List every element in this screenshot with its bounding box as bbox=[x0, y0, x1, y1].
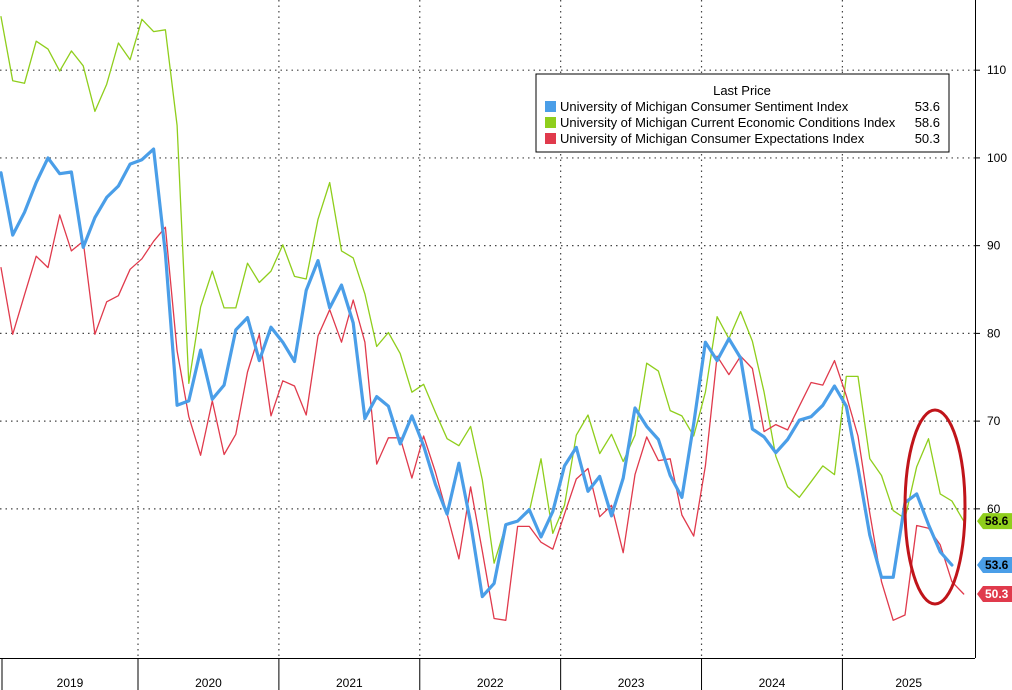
xtick-label-2020: 2020 bbox=[195, 676, 222, 690]
xtick-label-2023: 2023 bbox=[618, 676, 645, 690]
legend-title: Last Price bbox=[713, 83, 771, 98]
ytick-label-90: 90 bbox=[987, 239, 1001, 253]
badge-expectations: 50.3 bbox=[977, 585, 1012, 602]
ytick-label-70: 70 bbox=[987, 414, 1001, 428]
x-axis: 2019 2020 2021 2022 2023 2024 2025 bbox=[0, 658, 975, 690]
legend-value-sentiment: 53.6 bbox=[915, 99, 940, 114]
xtick-label-2022: 2022 bbox=[477, 676, 504, 690]
highlight-ellipse bbox=[903, 408, 967, 606]
legend: Last Price University of Michigan Consum… bbox=[535, 73, 950, 153]
legend-swatch-expectations bbox=[545, 133, 556, 144]
legend-label-current: University of Michigan Current Economic … bbox=[560, 115, 896, 130]
xtick-label-2021: 2021 bbox=[336, 676, 363, 690]
sentiment-line bbox=[0, 147, 954, 599]
xtick-label-2024: 2024 bbox=[759, 676, 786, 690]
xtick-label-2019: 2019 bbox=[57, 676, 84, 690]
badge-current-label: 58.6 bbox=[985, 514, 1009, 528]
ytick-label-60: 60 bbox=[987, 502, 1001, 516]
ytick-label-100: 100 bbox=[987, 151, 1007, 165]
last-price-badges: 58.6 53.6 50.3 bbox=[977, 513, 1012, 602]
ytick-label-110: 110 bbox=[987, 63, 1006, 77]
current-conditions-line bbox=[0, 16, 965, 564]
legend-label-sentiment: University of Michigan Consumer Sentimen… bbox=[560, 99, 849, 114]
badge-expectations-label: 50.3 bbox=[985, 587, 1009, 601]
badge-sentiment: 53.6 bbox=[977, 557, 1012, 574]
legend-value-expectations: 50.3 bbox=[915, 131, 940, 146]
badge-sentiment-shape bbox=[977, 557, 1012, 574]
legend-swatch-sentiment bbox=[545, 101, 556, 112]
ytick-label-80: 80 bbox=[987, 326, 1001, 340]
legend-label-expectations: University of Michigan Consumer Expectat… bbox=[560, 131, 865, 146]
legend-value-current: 58.6 bbox=[915, 115, 940, 130]
legend-box bbox=[535, 73, 950, 153]
xtick-label-2025: 2025 bbox=[895, 676, 922, 690]
badge-expectations-shape bbox=[977, 585, 1012, 602]
badge-sentiment-label: 53.6 bbox=[985, 558, 1009, 572]
y-axis: 60 70 80 90 100 110 bbox=[975, 0, 1007, 658]
legend-swatch-current bbox=[545, 117, 556, 128]
badge-current: 58.6 bbox=[977, 513, 1012, 530]
series-layer bbox=[0, 16, 965, 621]
badge-current-shape bbox=[977, 513, 1012, 530]
